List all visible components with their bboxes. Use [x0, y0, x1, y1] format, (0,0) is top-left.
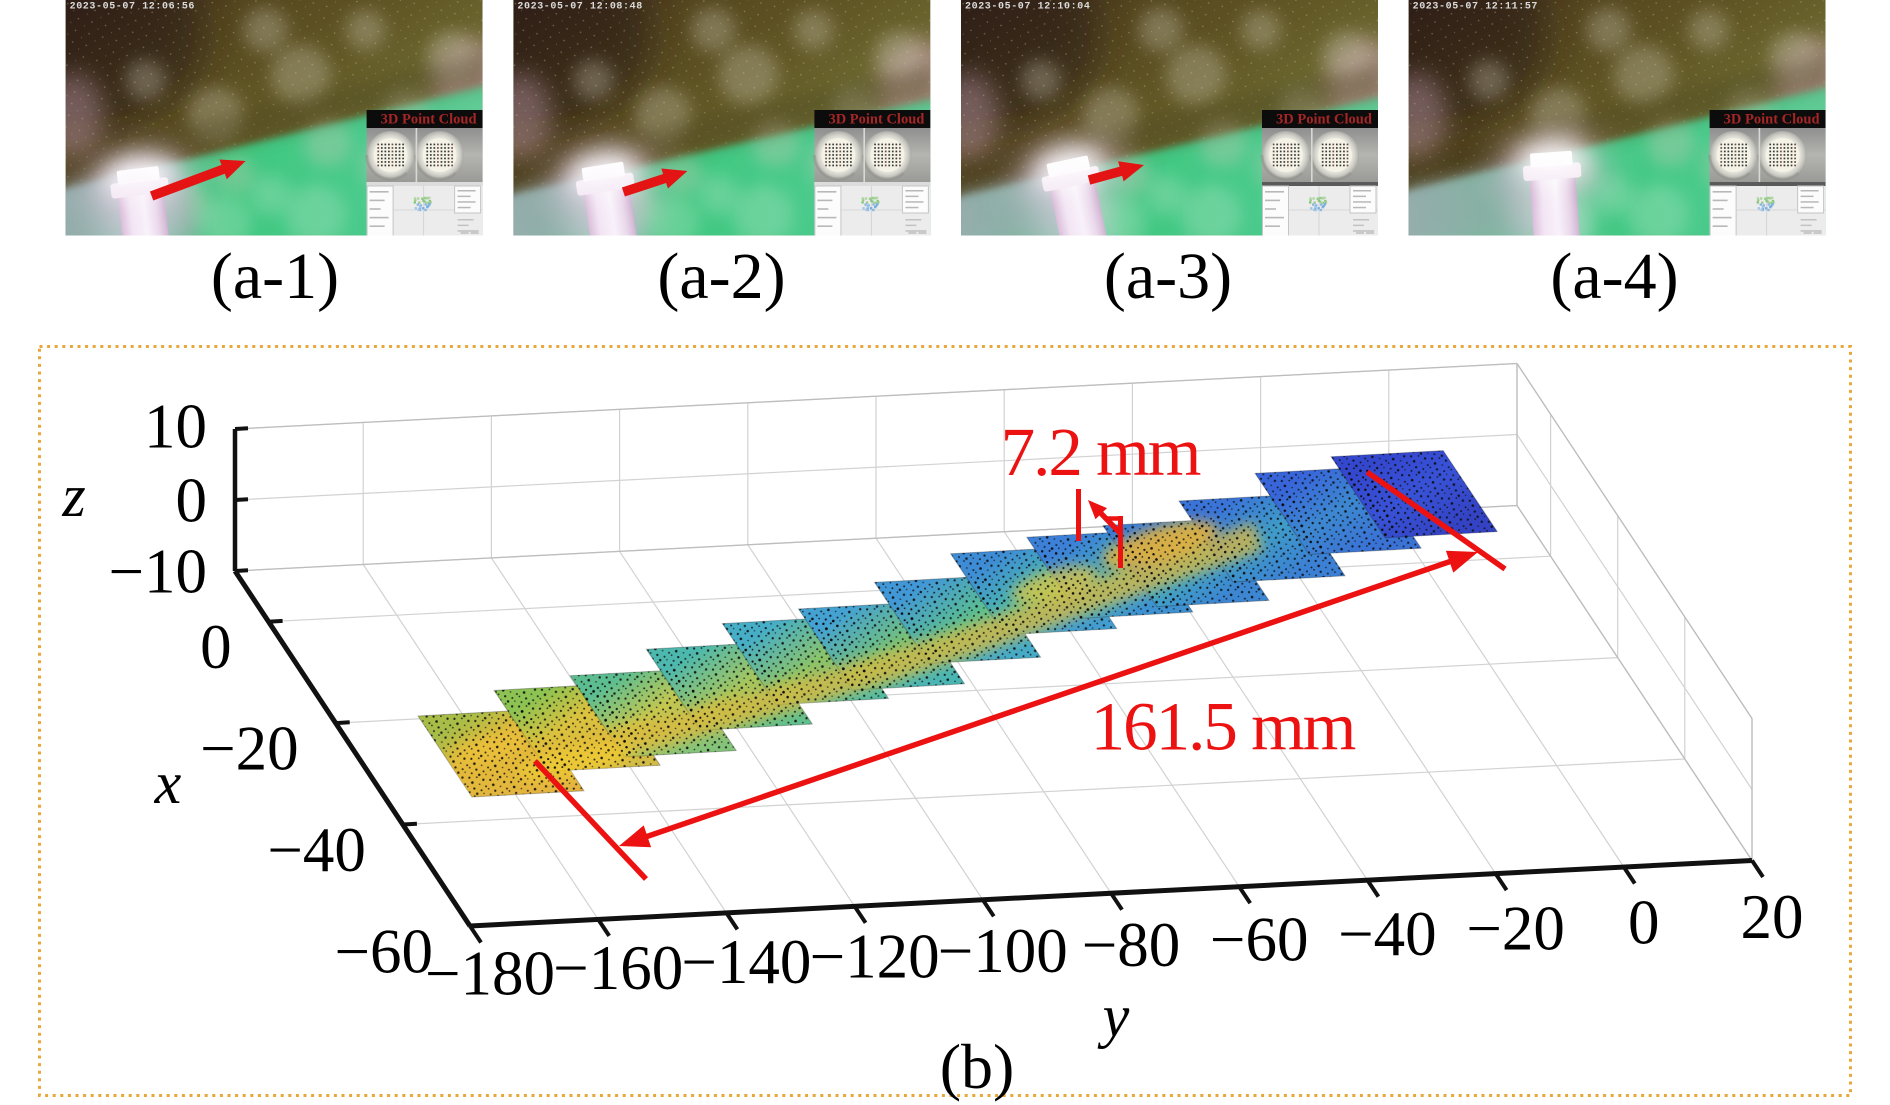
svg-text:(a-1): (a-1): [211, 240, 339, 313]
svg-text:7.2 mm: 7.2 mm: [1001, 414, 1201, 490]
svg-text:−20: −20: [1466, 893, 1565, 963]
svg-text:3D Point Cloud: 3D Point Cloud: [828, 112, 924, 128]
svg-text:−10: −10: [108, 537, 207, 607]
svg-text:x: x: [154, 750, 182, 816]
svg-text:(b): (b): [940, 1031, 1015, 1102]
svg-text:−180: −180: [425, 939, 555, 1009]
svg-text:−40: −40: [267, 815, 366, 885]
svg-text:−140: −140: [681, 927, 811, 997]
svg-text:−160: −160: [553, 933, 683, 1003]
svg-text:−100: −100: [938, 916, 1068, 986]
svg-text:−60: −60: [334, 917, 433, 987]
svg-text:3D Point Cloud: 3D Point Cloud: [1724, 112, 1820, 128]
svg-text:10: 10: [144, 392, 207, 462]
svg-text:(a-4): (a-4): [1550, 240, 1678, 313]
svg-text:2023-05-07 12:11:57: 2023-05-07 12:11:57: [1413, 2, 1538, 13]
svg-text:20: 20: [1741, 882, 1804, 952]
svg-text:3D Point Cloud: 3D Point Cloud: [1276, 112, 1372, 128]
svg-text:2023-05-07 12:10:04: 2023-05-07 12:10:04: [965, 2, 1090, 13]
svg-text:−40: −40: [1338, 899, 1437, 969]
svg-text:0: 0: [200, 612, 232, 682]
svg-text:0: 0: [1628, 888, 1660, 958]
svg-text:−20: −20: [200, 714, 299, 784]
svg-text:(a-2): (a-2): [657, 240, 785, 313]
svg-text:2023-05-07 12:06:56: 2023-05-07 12:06:56: [70, 2, 195, 13]
svg-text:161.5 mm: 161.5 mm: [1091, 689, 1356, 765]
svg-text:3D Point Cloud: 3D Point Cloud: [381, 112, 477, 128]
svg-text:0: 0: [176, 466, 208, 536]
svg-text:z: z: [61, 463, 85, 529]
svg-text:−120: −120: [810, 922, 940, 992]
svg-text:y: y: [1097, 983, 1130, 1049]
svg-text:2023-05-07 12:08:48: 2023-05-07 12:08:48: [517, 2, 642, 13]
svg-text:(a-3): (a-3): [1104, 240, 1232, 313]
svg-text:−80: −80: [1082, 910, 1181, 980]
svg-text:−60: −60: [1210, 905, 1309, 975]
